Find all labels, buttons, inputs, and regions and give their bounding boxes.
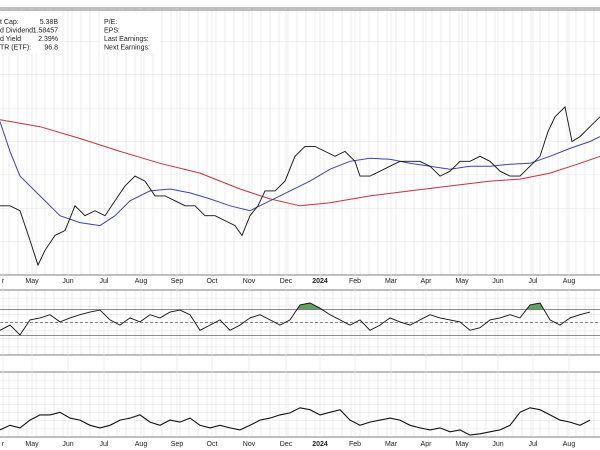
info-label: TR (ETF):: [0, 44, 31, 51]
x-tick-label: May: [25, 441, 39, 448]
x-tick-label: Sep: [171, 278, 184, 285]
moving-average-long: [0, 119, 600, 207]
x-tick-label: Mar: [385, 278, 398, 285]
info-label: Next Earnings:: [104, 44, 150, 51]
info-box: [0, 11, 60, 53]
x-tick-label: Nov: [243, 278, 256, 285]
x-tick-label: May: [455, 278, 469, 285]
x-tick-label: Jun: [492, 278, 503, 285]
x-tick-label: 2024: [312, 441, 328, 448]
x-tick-label: Jul: [100, 441, 109, 448]
info-value: 96.8: [44, 44, 58, 51]
info-label: EPS:: [104, 27, 120, 34]
x-tick-label: Aug: [135, 441, 148, 448]
oscillator-line: [0, 302, 591, 336]
indicator-line: [0, 407, 591, 436]
x-tick-label: Feb: [349, 441, 361, 448]
x-tick-label: Nov: [243, 441, 256, 448]
x-tick-label: Sep: [171, 441, 184, 448]
x-tick-label: Mar: [385, 441, 398, 448]
x-tick-label: Jun: [492, 441, 503, 448]
info-label: P/E:: [104, 19, 117, 26]
price-line: [0, 105, 600, 267]
info-label: d Dividend:: [0, 27, 35, 34]
x-tick-label: Dec: [280, 278, 293, 285]
info-value: 2.39%: [38, 36, 58, 43]
info-label: t Cap:: [0, 19, 19, 26]
info-box: [100, 11, 160, 53]
x-tick-label: Jun: [62, 441, 73, 448]
info-label: d Yield: [0, 36, 21, 43]
x-tick-label: Jun: [62, 278, 73, 285]
info-label: Last Earnings:: [104, 36, 149, 43]
x-tick-label: Feb: [349, 278, 361, 285]
x-tick-label: Dec: [280, 441, 293, 448]
x-tick-label: Apr: [421, 278, 433, 285]
info-value: 5.38B: [40, 19, 59, 26]
x-tick-label: May: [25, 278, 39, 285]
info-value: 1.58457: [33, 27, 58, 34]
x-tick-label: Jul: [529, 278, 538, 285]
moving-average-short: [0, 121, 600, 227]
x-tick-label: Apr: [421, 441, 433, 448]
x-tick-label: Aug: [563, 441, 576, 448]
x-tick-label: Jul: [100, 278, 109, 285]
x-tick-label: Oct: [207, 441, 218, 448]
x-tick-label: Aug: [135, 278, 148, 285]
x-tick-label: Jul: [529, 441, 538, 448]
overbought-fill: [0, 303, 590, 310]
x-tick-label: 2024: [312, 278, 328, 285]
x-tick-label: Aug: [563, 278, 576, 285]
x-tick-label: May: [455, 441, 469, 448]
x-tick-label: r: [2, 441, 5, 448]
x-tick-label: r: [2, 278, 5, 285]
x-tick-label: Oct: [207, 278, 218, 285]
